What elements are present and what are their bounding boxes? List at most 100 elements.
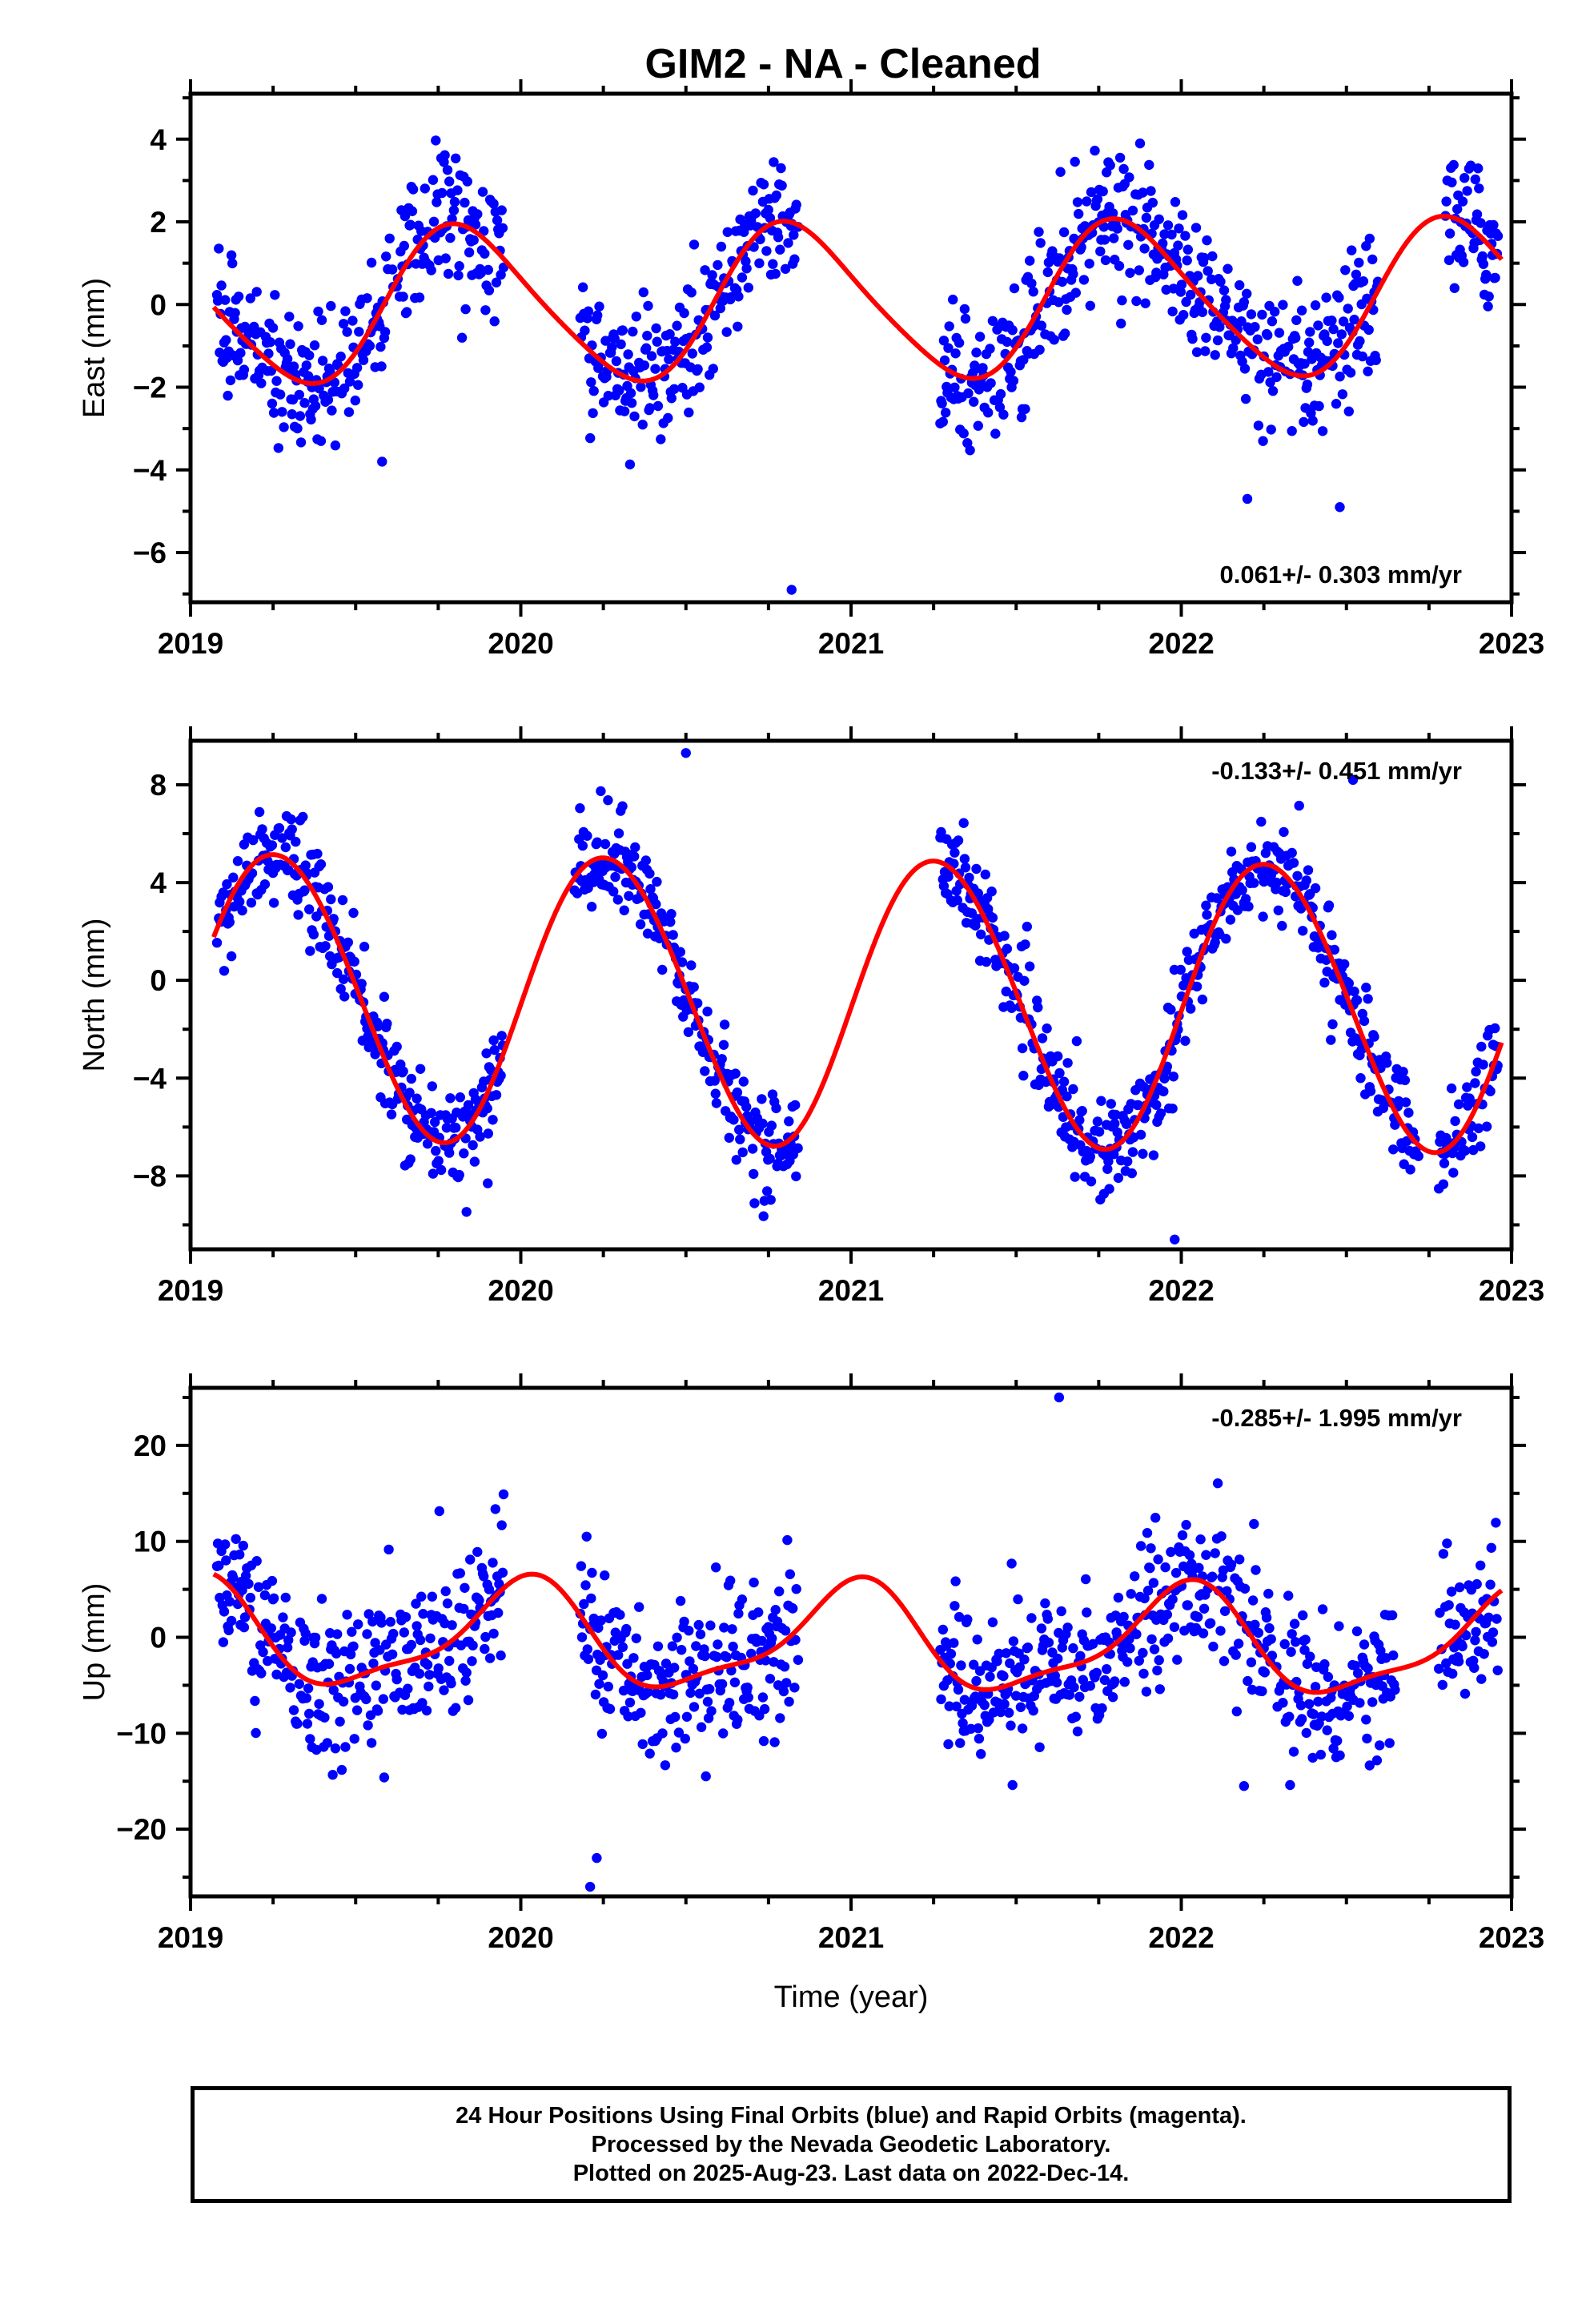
data-point	[944, 321, 954, 332]
data-point	[769, 1737, 780, 1747]
data-point	[1112, 1127, 1122, 1138]
data-point	[386, 1109, 397, 1120]
data-point	[757, 1094, 767, 1104]
rate-label: 0.061+/- 0.303 mm/yr	[1220, 561, 1462, 589]
data-point	[785, 1569, 795, 1579]
data-point	[1056, 1606, 1066, 1617]
data-point	[1328, 324, 1339, 335]
data-point	[701, 342, 713, 352]
data-point	[312, 848, 323, 859]
data-point	[464, 247, 475, 258]
data-point	[230, 308, 240, 318]
y-tick-label: 20	[134, 1429, 167, 1462]
data-point	[219, 1606, 230, 1617]
data-point	[1014, 1662, 1026, 1672]
data-point	[1201, 332, 1211, 343]
data-point	[332, 967, 343, 979]
data-point	[338, 319, 349, 329]
data-point	[1294, 800, 1304, 811]
data-point	[1009, 963, 1020, 974]
data-point	[1221, 295, 1231, 305]
data-point	[1141, 212, 1152, 223]
data-point	[965, 445, 975, 456]
data-point	[706, 1706, 717, 1716]
data-point	[1464, 1093, 1475, 1104]
data-point	[1354, 257, 1364, 268]
data-point	[754, 258, 765, 268]
data-point	[590, 1689, 601, 1700]
y-tick-label: −4	[133, 1062, 167, 1095]
data-point	[693, 998, 703, 1008]
data-point	[1102, 1164, 1113, 1175]
data-point	[1258, 436, 1268, 446]
data-point	[275, 389, 286, 400]
data-point	[1340, 265, 1351, 275]
data-point	[402, 307, 412, 317]
data-point	[1359, 1639, 1370, 1650]
data-point	[596, 1615, 606, 1626]
data-point	[974, 332, 986, 342]
data-point	[1382, 1058, 1392, 1068]
data-point	[1162, 1633, 1174, 1644]
data-point	[1317, 1604, 1328, 1614]
data-point	[451, 153, 461, 163]
data-point	[1223, 263, 1233, 274]
data-point	[636, 382, 646, 392]
data-point	[1042, 1023, 1052, 1034]
data-point	[383, 1544, 394, 1555]
data-point	[971, 348, 982, 358]
data-point	[592, 1852, 602, 1864]
data-point	[1007, 325, 1018, 336]
data-point	[614, 385, 624, 396]
data-point	[684, 407, 694, 418]
data-point	[985, 344, 995, 354]
data-point	[626, 862, 636, 873]
data-point	[1439, 1158, 1450, 1168]
data-point	[1240, 393, 1251, 404]
data-point	[489, 316, 500, 327]
data-point	[470, 219, 481, 230]
data-point	[468, 235, 479, 246]
data-point	[292, 1719, 303, 1729]
data-point	[739, 227, 749, 237]
data-point	[1118, 1611, 1129, 1622]
data-point	[663, 412, 673, 424]
data-point	[1447, 1668, 1458, 1679]
data-point	[431, 1145, 441, 1156]
data-point	[1239, 1781, 1250, 1791]
data-point	[1332, 1735, 1343, 1746]
data-point	[958, 818, 969, 828]
data-point	[287, 824, 297, 834]
data-point	[327, 1770, 338, 1780]
data-point	[1296, 305, 1307, 316]
data-point	[652, 1641, 664, 1651]
data-point	[1355, 1698, 1365, 1708]
data-point	[245, 293, 255, 304]
data-point	[215, 348, 225, 358]
data-point	[295, 437, 307, 448]
data-point	[1106, 1099, 1117, 1109]
data-point	[610, 871, 620, 883]
data-point	[1469, 1663, 1480, 1673]
data-point	[1258, 911, 1268, 922]
data-point	[1104, 1184, 1114, 1194]
data-point	[686, 960, 697, 971]
data-point	[949, 1638, 959, 1648]
data-point	[1304, 1699, 1315, 1709]
data-point	[1478, 1059, 1488, 1070]
data-point	[675, 1595, 686, 1606]
data-point	[1148, 1578, 1159, 1588]
data-point	[650, 364, 660, 374]
data-point	[1388, 1144, 1399, 1155]
data-point	[1160, 1562, 1170, 1573]
data-point	[292, 423, 303, 434]
data-point	[624, 891, 634, 902]
data-point	[1357, 351, 1368, 362]
data-point	[1026, 278, 1037, 289]
data-point	[282, 1642, 293, 1653]
data-point	[472, 1546, 483, 1558]
data-point	[1011, 1691, 1022, 1701]
data-point	[1022, 921, 1033, 932]
data-point	[1113, 1172, 1124, 1184]
data-point	[608, 887, 619, 897]
